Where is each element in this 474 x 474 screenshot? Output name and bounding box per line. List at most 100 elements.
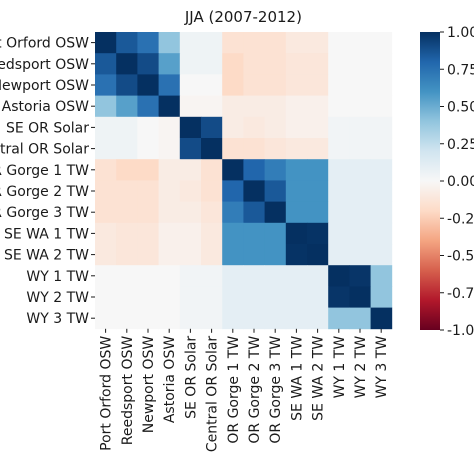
- heatmap-cell: [370, 286, 393, 308]
- heatmap-cell: [264, 286, 287, 308]
- heatmap-cell: [328, 53, 350, 75]
- heatmap-cell: [201, 32, 223, 54]
- heatmap-cell: [137, 116, 159, 139]
- heatmap-cell: [285, 159, 308, 181]
- heatmap-cell: [285, 74, 308, 96]
- heatmap-cell: [370, 95, 393, 118]
- colorbar: 1.00 0.75 0.50 0.25 0.00 -0.25 -0.50 -0.75 -1.00: [420, 25, 474, 339]
- heatmap-cell: [222, 32, 244, 54]
- heatmap-cell: [349, 265, 371, 287]
- heatmap-cell: [264, 307, 287, 330]
- heatmap-cell: [95, 244, 117, 266]
- heatmap-cell: [95, 180, 117, 202]
- heatmap-cell: [264, 95, 287, 118]
- heatmap-cell: [307, 74, 329, 96]
- heatmap-cell: [137, 286, 159, 308]
- heatmap-cell: [201, 159, 223, 181]
- heatmap-cell: [285, 180, 308, 202]
- heatmap-cell: [201, 74, 223, 96]
- heatmap-cell: [243, 53, 265, 75]
- heatmap-cell: [95, 159, 117, 181]
- heatmap-cell: [243, 116, 265, 139]
- heatmap-cell: [201, 116, 223, 139]
- heatmap-cell: [95, 307, 117, 330]
- colorbar-tick-label: 0.75: [447, 62, 474, 78]
- heatmap-cell: [264, 53, 287, 75]
- heatmap-cell: [179, 138, 202, 160]
- heatmap-cell: [328, 32, 350, 54]
- heatmap-cell: [116, 265, 138, 287]
- row-tick-label: Newport OSW: [0, 78, 89, 94]
- heatmap-cell: [307, 159, 329, 181]
- heatmap-cell: [179, 286, 202, 308]
- heatmap-cell: [201, 286, 223, 308]
- heatmap-cell: [116, 222, 138, 245]
- heatmap-cell: [370, 53, 393, 75]
- heatmap-cell: [179, 180, 202, 202]
- row-tick-labels: Port Orford OSW Reedsport OSW Newport OSW A…: [0, 36, 95, 327]
- heatmap-cell: [95, 201, 117, 224]
- heatmap-cell: [349, 307, 371, 330]
- heatmap-cell: [158, 265, 181, 287]
- heatmap-cell: [201, 307, 223, 330]
- heatmap-cell: [285, 244, 308, 266]
- heatmap-cell: [370, 307, 393, 330]
- heatmap-cell: [370, 222, 393, 245]
- heatmap-cell: [328, 74, 350, 96]
- heatmap-cell: [243, 222, 265, 245]
- heatmap-cell: [179, 222, 202, 245]
- heatmap-cell: [116, 159, 138, 181]
- heatmap-cell: [243, 138, 265, 160]
- heatmap-cell: [307, 286, 329, 308]
- heatmap-cell: [222, 286, 244, 308]
- heatmap-cell: [95, 95, 117, 118]
- heatmap-cell: [307, 180, 329, 202]
- heatmap-cell: [264, 32, 287, 54]
- heatmap-cell: [285, 201, 308, 224]
- row-tick-label: Central OR Solar: [0, 142, 89, 158]
- column-tick-label: Astoria OSW: [162, 336, 178, 424]
- heatmap-cells: [95, 32, 393, 330]
- heatmap-cell: [285, 265, 308, 287]
- heatmap-cell: [328, 201, 350, 224]
- heatmap-cell: [307, 138, 329, 160]
- column-tick-label: OR Gorge 3 TW: [268, 336, 284, 444]
- column-tick-label: Port Orford OSW: [99, 336, 115, 451]
- heatmap-cell: [116, 286, 138, 308]
- heatmap-cell: [307, 265, 329, 287]
- column-tick-label: WY 1 TW: [332, 336, 348, 399]
- heatmap-cell: [307, 307, 329, 330]
- heatmap-cell: [222, 95, 244, 118]
- heatmap-cell: [370, 265, 393, 287]
- heatmap-cell: [243, 286, 265, 308]
- heatmap-cell: [116, 95, 138, 118]
- heatmap-cell: [222, 265, 244, 287]
- heatmap-cell: [370, 180, 393, 202]
- column-tick-label: Reedsport OSW: [120, 336, 136, 446]
- heatmap-cell: [222, 53, 244, 75]
- heatmap-cell: [243, 201, 265, 224]
- heatmap-cell: [370, 116, 393, 139]
- heatmap-cell: [264, 138, 287, 160]
- heatmap-cell: [137, 244, 159, 266]
- heatmap-cell: [264, 244, 287, 266]
- heatmap-cell: [285, 116, 308, 139]
- heatmap-cell: [137, 307, 159, 330]
- heatmap-cell: [370, 244, 393, 266]
- heatmap-cell: [349, 138, 371, 160]
- heatmap-cell: [158, 159, 181, 181]
- heatmap-cell: [158, 32, 181, 54]
- heatmap-cell: [307, 32, 329, 54]
- heatmap-cell: [116, 244, 138, 266]
- heatmap-cell: [95, 138, 117, 160]
- heatmap-cell: [264, 159, 287, 181]
- row-tick-label: WY 1 TW: [26, 269, 89, 285]
- heatmap-cell: [201, 265, 223, 287]
- heatmap-cell: [285, 32, 308, 54]
- colorbar-tick-label: -1.00: [447, 323, 474, 339]
- heatmap-cell: [328, 222, 350, 245]
- colorbar-tick-label: 1.00: [447, 25, 474, 41]
- row-tick-label: WY 2 TW: [26, 290, 89, 306]
- heatmap-cell: [116, 53, 138, 75]
